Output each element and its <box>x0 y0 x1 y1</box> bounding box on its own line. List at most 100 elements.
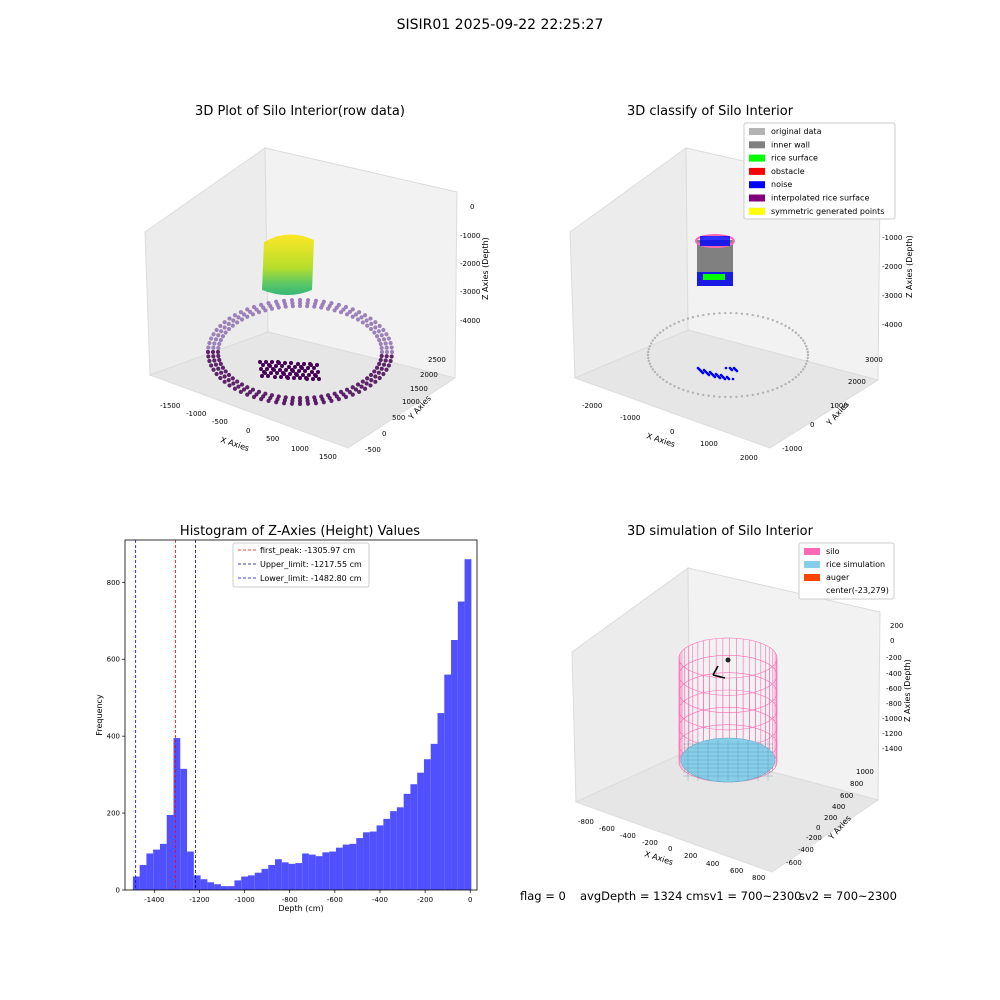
svg-text:200: 200 <box>824 814 837 822</box>
svg-text:1000: 1000 <box>291 445 309 453</box>
raw-data-point <box>288 372 292 376</box>
raw-data-point <box>312 366 316 370</box>
raw-data-point <box>373 379 378 384</box>
raw-data-point <box>297 369 301 373</box>
br-panel-title: 3D simulation of Silo Interior <box>627 524 813 539</box>
status-avg-depth: avgDepth = 1324 cmsv1 = 700~2300 <box>580 889 802 903</box>
classified-point <box>707 313 710 316</box>
legend-entry: center(-23,279) <box>826 586 889 595</box>
histogram-bar <box>322 852 330 890</box>
raw-data-point <box>251 394 257 400</box>
svg-text:-1400: -1400 <box>882 745 902 753</box>
raw-data-point <box>263 391 268 396</box>
raw-data-point <box>386 363 391 368</box>
raw-data-point <box>350 307 355 312</box>
raw-data-point <box>297 398 303 404</box>
raw-data-point <box>212 358 217 363</box>
raw-data-point <box>220 334 226 339</box>
classified-point <box>751 393 754 397</box>
classified-point <box>651 368 655 371</box>
legend-entry: obstacle <box>771 167 805 176</box>
histogram-bar <box>363 832 370 890</box>
histogram-bar <box>396 807 404 890</box>
raw-data-point <box>236 384 241 389</box>
raw-data-point <box>325 306 331 311</box>
raw-data-point <box>350 314 355 319</box>
histogram-x-tick-label: -200 <box>417 896 433 904</box>
raw-data-point <box>217 357 222 363</box>
classified-point <box>682 388 685 392</box>
classified-point <box>677 386 680 390</box>
histogram-frame <box>124 539 478 891</box>
raw-data-point <box>256 389 262 394</box>
raw-data-point <box>350 385 355 390</box>
classified-point <box>794 376 798 379</box>
classified-point <box>730 368 734 372</box>
classified-point <box>803 342 807 345</box>
raw-data-point <box>369 321 374 326</box>
raw-data-point <box>319 305 324 310</box>
raw-data-point <box>373 325 378 330</box>
raw-data-point <box>332 308 337 313</box>
classified-point <box>646 356 650 360</box>
raw-data-point <box>297 303 303 309</box>
raw-data-point <box>319 394 324 399</box>
raw-data-point <box>389 354 394 359</box>
raw-data-point <box>368 326 374 332</box>
svg-text:-600: -600 <box>599 825 615 833</box>
raw-data-point <box>369 378 374 383</box>
classified-point <box>806 350 810 354</box>
raw-data-point <box>211 332 216 337</box>
raw-data-point <box>364 318 369 323</box>
raw-data-point <box>374 365 380 370</box>
svg-text:1500: 1500 <box>410 385 428 393</box>
classified-point <box>727 377 731 381</box>
raw-data-point <box>305 304 310 309</box>
classified-point <box>646 353 650 357</box>
svg-text:-600: -600 <box>886 685 902 693</box>
raw-data-point <box>389 349 395 355</box>
classified-point <box>651 339 655 342</box>
raw-data-point <box>245 314 250 319</box>
svg-text:500: 500 <box>266 435 279 443</box>
raw-data-point <box>360 379 365 384</box>
raw-data-point <box>206 354 211 359</box>
histogram-bar <box>207 882 215 890</box>
raw-data-point <box>275 371 279 375</box>
classified-point <box>647 359 650 363</box>
tr-panel-title: 3D classify of Silo Interior <box>626 104 794 119</box>
raw-data-point <box>372 369 377 374</box>
raw-data-point <box>213 362 219 367</box>
histogram-bar <box>254 872 262 890</box>
raw-data-point <box>353 387 359 392</box>
classified-point <box>731 377 735 381</box>
legend-entry: interpolated rice surface <box>771 194 869 203</box>
classified-point <box>740 395 744 398</box>
legend-entry: original data <box>771 127 822 136</box>
raw-data-point <box>211 367 216 372</box>
raw-data-point <box>211 354 216 359</box>
svg-text:-400: -400 <box>798 846 814 854</box>
raw-data-point <box>357 310 362 315</box>
raw-data-point <box>357 389 362 394</box>
raw-data-point <box>260 374 264 378</box>
raw-data-point <box>269 393 275 398</box>
classified-point <box>649 342 653 345</box>
raw-data-point <box>235 320 240 325</box>
raw-data-point <box>386 336 391 341</box>
histogram-bar <box>451 640 458 890</box>
histogram-y-tick-label: 200 <box>107 810 120 818</box>
classified-point <box>682 318 685 322</box>
histogram-bar <box>153 849 160 890</box>
raw-data-point <box>226 321 231 326</box>
histogram-bar <box>241 876 248 890</box>
raw-data-point <box>297 297 303 303</box>
raw-data-point <box>355 317 361 322</box>
classified-point <box>713 375 717 379</box>
legend-entry: silo <box>826 547 840 556</box>
classified-point <box>806 356 810 360</box>
classified-point <box>691 316 695 319</box>
histogram-bar <box>403 793 411 890</box>
tr-silo-rim <box>695 234 735 248</box>
svg-text:-1000: -1000 <box>882 715 902 723</box>
